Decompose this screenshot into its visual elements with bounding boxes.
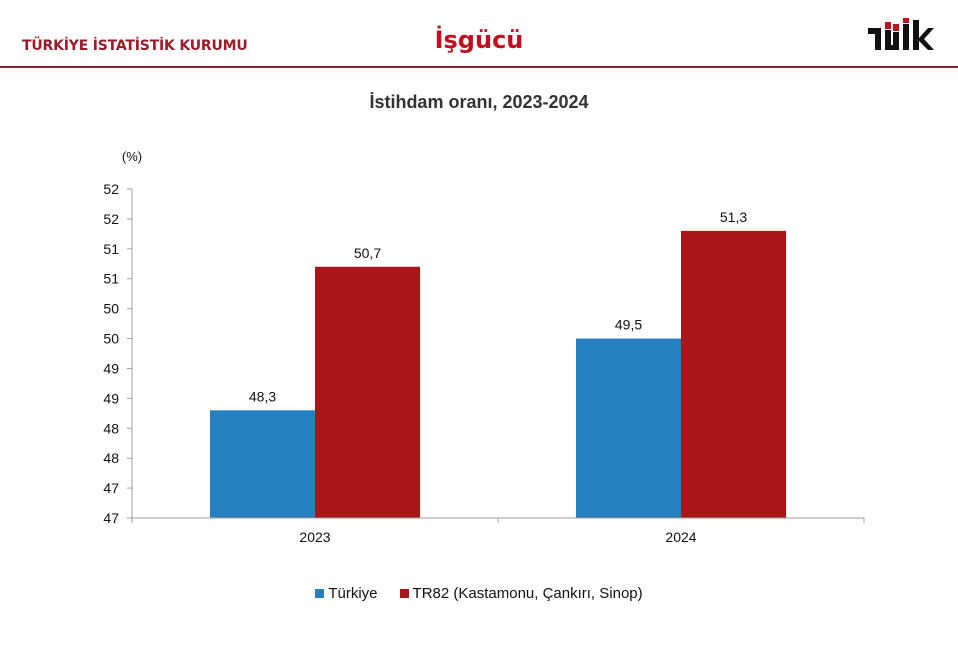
bar <box>576 338 681 518</box>
y-tick-label: 50 <box>103 301 119 317</box>
legend-swatch <box>315 589 325 598</box>
y-tick-label: 49 <box>103 360 119 376</box>
bar <box>210 410 315 518</box>
y-tick-label: 52 <box>103 211 119 227</box>
y-tick-label: 51 <box>103 241 119 257</box>
organization-name: TÜRKİYE İSTATİSTİK KURUMU <box>22 38 248 54</box>
data-label: 51,3 <box>720 209 747 225</box>
chart-legend: Türkiye TR82 (Kastamonu, Çankırı, Sinop) <box>0 585 958 602</box>
data-label: 50,7 <box>354 245 381 261</box>
chart-title: İstihdam oranı, 2023-2024 <box>369 92 589 112</box>
y-tick-label: 47 <box>103 480 119 496</box>
bar <box>315 266 420 518</box>
tuik-logo <box>868 18 934 50</box>
legend-item: Türkiye <box>315 585 378 602</box>
y-tick-label: 51 <box>103 271 119 287</box>
section-title: İşgücü <box>434 26 524 54</box>
legend-swatch <box>399 589 409 598</box>
data-label: 48,3 <box>249 388 276 404</box>
header-divider <box>0 66 958 68</box>
y-tick-label: 47 <box>103 510 119 526</box>
y-tick-label: 50 <box>103 331 119 347</box>
bar <box>681 230 786 518</box>
legend-label: TR82 (Kastamonu, Çankırı, Sinop) <box>412 585 643 602</box>
legend-label: Türkiye <box>328 585 378 602</box>
y-tick-label: 48 <box>103 420 119 436</box>
y-tick-label: 49 <box>103 390 119 406</box>
legend-item: TR82 (Kastamonu, Çankırı, Sinop) <box>399 585 643 602</box>
x-tick-label: 2024 <box>665 529 696 545</box>
y-tick-label: 48 <box>103 450 119 466</box>
x-tick-label: 2023 <box>299 529 330 545</box>
y-axis-label: (%) <box>122 149 142 164</box>
data-label: 49,5 <box>615 317 642 333</box>
y-tick-label: 52 <box>103 181 119 197</box>
